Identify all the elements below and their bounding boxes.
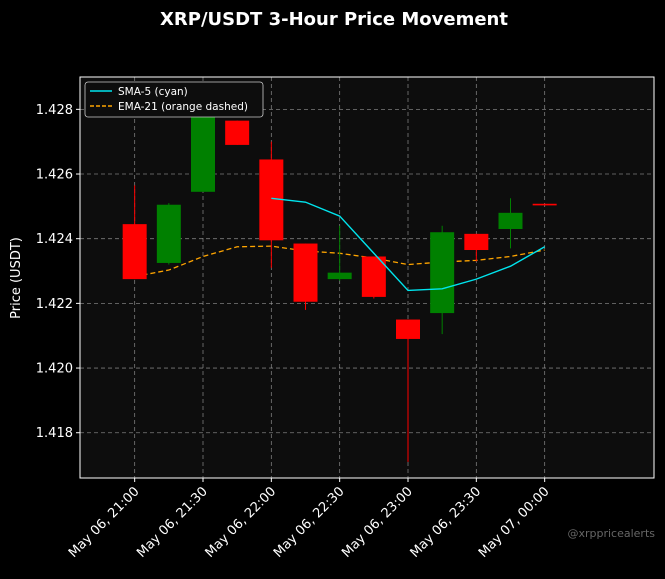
candle-down bbox=[225, 120, 250, 145]
legend-sma-label: SMA-5 (cyan) bbox=[118, 86, 188, 98]
legend: SMA-5 (cyan) EMA-21 (orange dashed) bbox=[84, 81, 264, 118]
candle-body bbox=[259, 159, 284, 241]
legend-box bbox=[84, 81, 264, 118]
candle-body bbox=[361, 256, 386, 297]
chart-title: XRP/USDT 3-Hour Price Movement bbox=[160, 9, 508, 30]
y-tick-label: 1.422 bbox=[36, 297, 73, 312]
candle-up bbox=[430, 225, 455, 335]
sma-line bbox=[271, 197, 546, 292]
candle-down bbox=[122, 185, 147, 280]
candle-body bbox=[225, 120, 250, 145]
y-tick-label: 1.428 bbox=[36, 103, 73, 118]
candle-down bbox=[396, 319, 420, 462]
sma-series bbox=[271, 197, 546, 292]
y-axis: 1.418 1.420 1.422 1.424 1.426 1.428 bbox=[36, 103, 80, 441]
candle-up bbox=[498, 198, 523, 249]
grid bbox=[80, 77, 654, 478]
watermark-text: @xrppricealerts bbox=[567, 527, 655, 540]
candle-up bbox=[327, 225, 352, 281]
candle-down bbox=[293, 243, 318, 310]
legend-ema-label: EMA-21 (orange dashed) bbox=[118, 101, 248, 113]
y-tick-label: 1.424 bbox=[36, 232, 73, 247]
candle-body bbox=[156, 204, 181, 263]
y-tick-label: 1.426 bbox=[36, 168, 73, 183]
candle-body bbox=[430, 232, 455, 314]
y-axis-label: Price (USDT) bbox=[9, 237, 24, 319]
candle-down bbox=[361, 256, 386, 299]
candle-body bbox=[464, 233, 489, 251]
y-tick-label: 1.420 bbox=[36, 362, 73, 377]
candle-body bbox=[122, 224, 147, 280]
y-tick-label: 1.418 bbox=[36, 426, 73, 441]
candle-body bbox=[293, 243, 318, 302]
candle-body bbox=[396, 319, 420, 339]
candle-body bbox=[498, 212, 523, 229]
candle-up bbox=[156, 203, 181, 265]
candle-body bbox=[327, 272, 352, 280]
candle-down bbox=[464, 233, 489, 262]
candle-down bbox=[259, 141, 284, 268]
candle-down bbox=[532, 203, 557, 206]
plot-frame bbox=[79, 76, 655, 479]
candle-body bbox=[532, 203, 557, 206]
